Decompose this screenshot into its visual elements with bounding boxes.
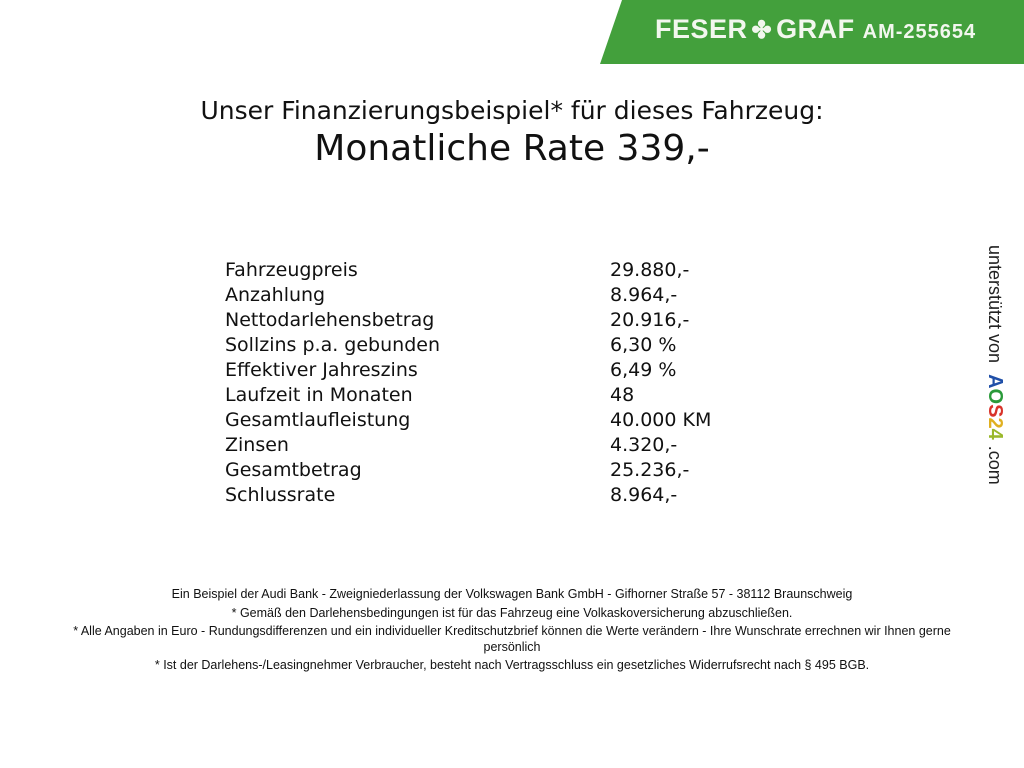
footer-note: Ein Beispiel der Audi Bank - Zweignieder… [171,587,853,601]
row-label: Gesamtlaufleistung [225,409,411,431]
row-value: 4.320,- [610,434,678,456]
powered-by-label: unterstützt von [985,245,1005,364]
table-row: Anzahlung 8.964,- [225,283,711,308]
table-row: Laufzeit in Monaten 48 [225,383,711,408]
page-title: Unser Finanzierungsbeispiel* für dieses … [200,96,824,125]
ad-id: AM-255654 [862,21,977,43]
powered-by: unterstützt von AOS24 .com [983,245,1006,485]
footer-note: * Ist der Darlehens-/Leasingnehmer Verbr… [154,658,870,672]
footer-note: * Gemäß den Darlehensbedingungen ist für… [231,605,793,620]
row-label: Schlussrate [225,484,336,506]
aos24-logo: AOS24 [984,374,1006,440]
row-value: 8.964,- [610,484,678,506]
table-row: Schlussrate 8.964,- [225,483,711,508]
table-row: Sollzins p.a. gebunden 6,30 % [225,333,711,358]
row-label: Fahrzeugpreis [225,259,358,281]
table-row: Gesamtbetrag 25.236,- [225,458,711,483]
row-label: Sollzins p.a. gebunden [225,334,440,356]
row-label: Effektiver Jahreszins [225,359,418,381]
table-row: Nettodarlehensbetrag 20.916,- [225,308,711,333]
footer-note: * Alle Angaben in Euro - Rundungsdiffere… [73,624,951,654]
monthly-rate: Monatliche Rate 339,- [314,128,710,169]
clover-icon: ✤ [751,17,773,44]
row-value: 40.000 KM [610,409,712,431]
row-value: 6,49 % [610,359,677,381]
row-value: 6,30 % [610,334,677,356]
brand-banner [600,0,1024,64]
powered-by-domain: .com [985,445,1005,485]
row-value: 20.916,- [610,309,690,331]
row-label: Nettodarlehensbetrag [225,309,435,331]
table-row: Effektiver Jahreszins 6,49 % [225,358,711,383]
table-row: Fahrzeugpreis 29.880,- [225,258,711,283]
brand-logo: FESER ✤ GRAF AM-255654 [655,14,976,45]
row-value: 29.880,- [610,259,690,281]
row-value: 8.964,- [610,284,678,306]
brand-right: GRAF [776,14,855,44]
row-label: Laufzeit in Monaten [225,384,413,406]
row-value: 25.236,- [610,459,690,481]
financing-table: Fahrzeugpreis 29.880,- Anzahlung 8.964,- Net… [225,258,711,508]
row-label: Gesamtbetrag [225,459,362,481]
footer-notes: Ein Beispiel der Audi Bank - Zweignieder… [62,587,962,677]
brand-left: FESER [655,14,748,44]
table-row: Gesamtlaufleistung 40.000 KM [225,408,711,433]
row-label: Zinsen [225,434,289,456]
row-label: Anzahlung [225,284,326,306]
table-row: Zinsen 4.320,- [225,433,711,458]
row-value: 48 [610,384,635,406]
